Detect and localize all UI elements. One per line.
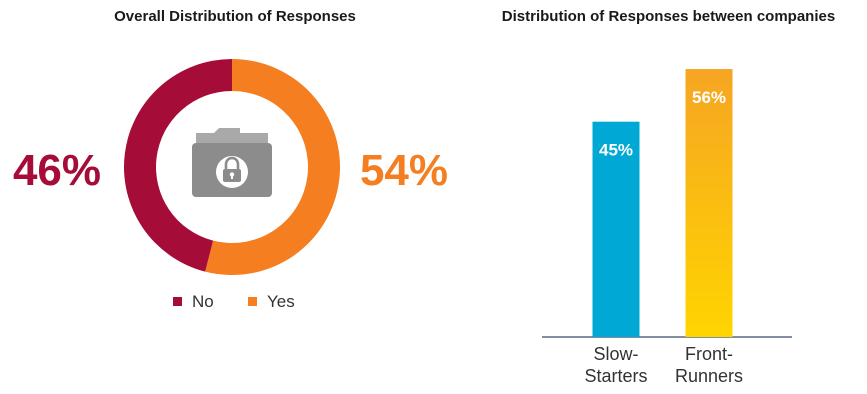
folder-lock-icon: [192, 128, 272, 197]
donut-chart: 46% 54% No Yes: [13, 59, 448, 311]
donut-slice-no: [123, 59, 232, 272]
legend-swatch-yes: [248, 297, 257, 306]
donut-chart-title: Overall Distribution of Responses: [114, 8, 356, 25]
legend-swatch-no: [173, 297, 182, 306]
bar-slow-starters: [592, 121, 640, 337]
donut-chart-panel: Overall Distribution of Responses 46% 54%…: [13, 8, 448, 311]
legend-label-no: No: [192, 292, 214, 311]
x-tick-label-slow-starters: Slow-Starters: [584, 344, 647, 386]
legend-label-yes: Yes: [267, 292, 295, 311]
bar-chart: 45% Slow-Starters 56% Front-Runners: [542, 69, 792, 386]
donut-legend: No Yes: [173, 292, 295, 311]
donut-slice-yes: [205, 59, 340, 275]
donut-label-yes: 54%: [360, 146, 448, 195]
donut-label-no: 46%: [13, 146, 101, 195]
bar-chart-panel: Distribution of Responses between compan…: [470, 0, 867, 394]
bar-value-label-slow-starters: 45%: [599, 141, 633, 160]
x-tick-label-front-runners: Front-Runners: [675, 344, 743, 386]
bar-front-runners: [685, 69, 733, 338]
bar-chart-title: Distribution of Responses between compan…: [501, 8, 836, 25]
bar-value-label-front-runners: 56%: [692, 88, 726, 107]
